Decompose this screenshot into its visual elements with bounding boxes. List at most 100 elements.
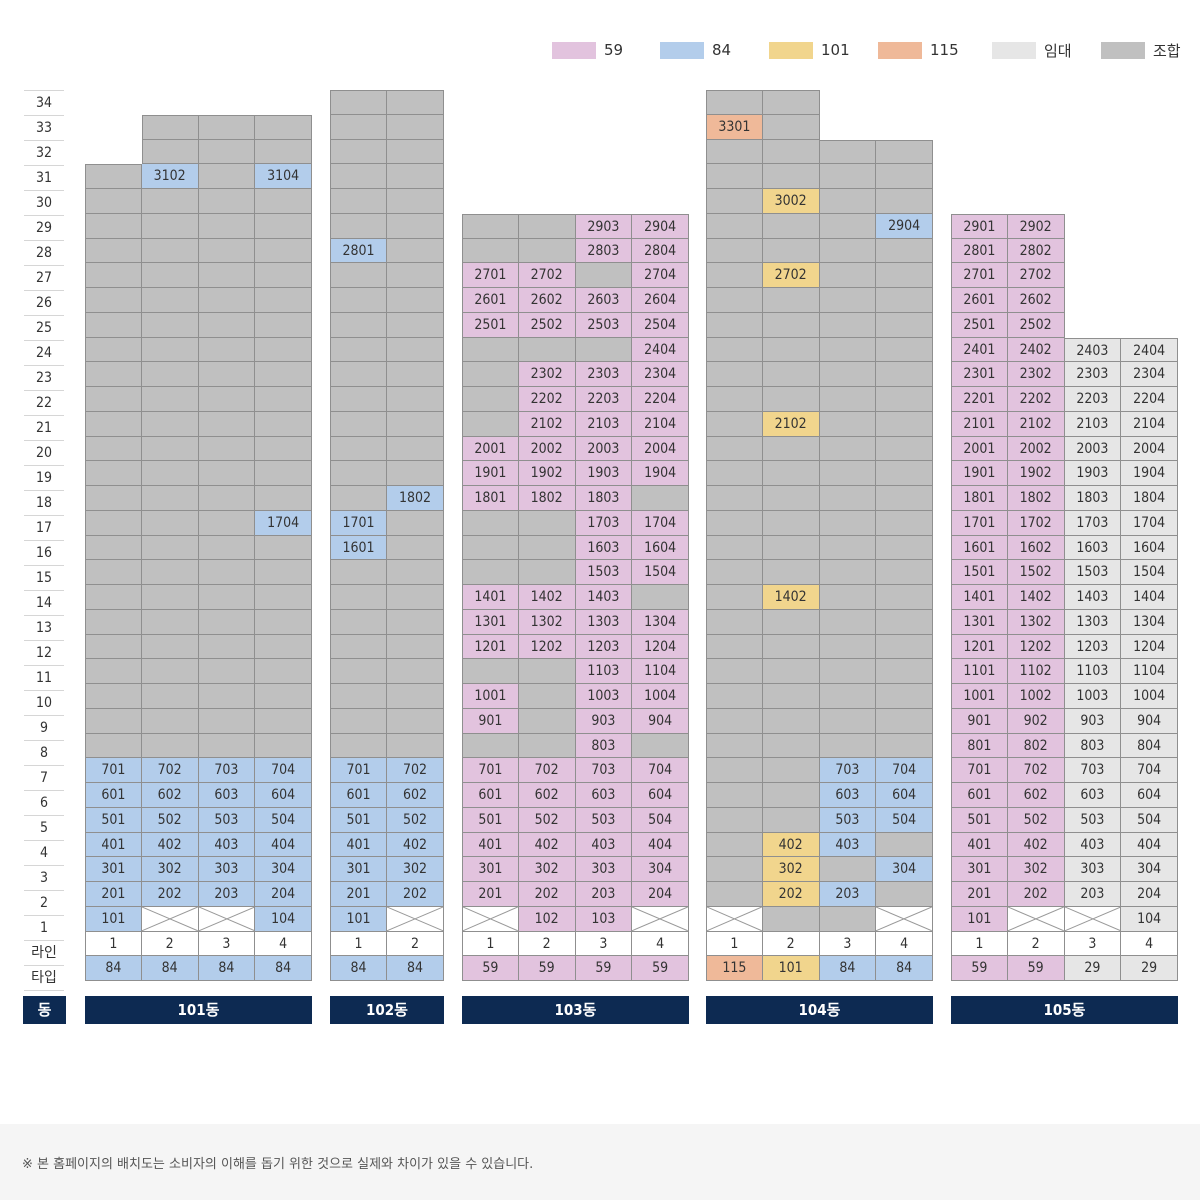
unit-cell[interactable] (85, 263, 142, 288)
unit-cell[interactable]: 2302 (518, 362, 576, 387)
unit-cell[interactable]: 403 (575, 832, 633, 858)
unit-cell[interactable] (255, 288, 312, 313)
unit-cell[interactable] (141, 189, 199, 214)
unit-cell[interactable] (198, 560, 256, 585)
unit-cell[interactable] (819, 684, 877, 709)
unit-cell[interactable]: 2002 (518, 436, 576, 462)
unit-cell[interactable]: 2204 (632, 387, 689, 412)
unit-cell[interactable] (330, 684, 387, 709)
unit-cell[interactable]: 1701 (330, 510, 387, 536)
unit-cell[interactable] (255, 560, 312, 585)
unit-cell[interactable] (518, 535, 576, 561)
unit-cell[interactable]: 2001 (462, 436, 519, 462)
unit-cell[interactable]: 304 (1121, 857, 1178, 882)
unit-cell[interactable] (198, 288, 256, 313)
unit-cell[interactable] (462, 213, 519, 239)
unit-cell[interactable] (141, 213, 199, 239)
unit-cell[interactable] (387, 708, 444, 734)
unit-cell[interactable] (819, 857, 877, 882)
unit-cell[interactable]: 202 (387, 882, 444, 907)
unit-cell[interactable]: 1702 (1007, 510, 1065, 536)
unit-cell[interactable]: 1804 (1121, 486, 1178, 511)
unit-cell[interactable] (387, 337, 444, 363)
unit-cell[interactable] (85, 733, 142, 759)
unit-cell[interactable]: 503 (1064, 807, 1122, 833)
unit-cell[interactable] (706, 387, 763, 412)
unit-cell[interactable]: 2901 (951, 213, 1008, 239)
unit-cell[interactable] (387, 362, 444, 387)
unit-cell[interactable]: 3301 (706, 114, 763, 140)
unit-cell[interactable] (330, 263, 387, 288)
unit-cell[interactable]: 603 (198, 783, 256, 808)
unit-cell[interactable] (876, 362, 933, 387)
unit-cell[interactable]: 901 (462, 708, 519, 734)
unit-cell[interactable] (876, 238, 933, 264)
unit-cell[interactable] (330, 213, 387, 239)
unit-cell[interactable]: 2704 (632, 263, 689, 288)
unit-cell[interactable]: 303 (575, 857, 633, 882)
unit-cell[interactable]: 203 (1064, 882, 1122, 907)
unit-cell[interactable]: 2304 (632, 362, 689, 387)
unit-cell[interactable]: 1001 (462, 684, 519, 709)
unit-cell[interactable]: 304 (876, 857, 933, 882)
unit-cell[interactable] (706, 535, 763, 561)
unit-cell[interactable]: 802 (1007, 733, 1065, 759)
unit-cell[interactable]: 2404 (1121, 337, 1178, 363)
unit-cell[interactable] (876, 189, 933, 214)
unit-cell[interactable] (762, 90, 820, 115)
unit-cell[interactable]: 602 (1007, 783, 1065, 808)
unit-cell[interactable] (462, 733, 519, 759)
unit-cell[interactable] (876, 139, 933, 165)
unit-cell[interactable] (819, 906, 877, 932)
unit-cell[interactable]: 2003 (1064, 436, 1122, 462)
unit-cell[interactable] (198, 684, 256, 709)
unit-type-cell[interactable]: 84 (876, 956, 933, 981)
unit-cell[interactable] (706, 708, 763, 734)
unit-cell[interactable]: 803 (575, 733, 633, 759)
unit-cell[interactable] (518, 238, 576, 264)
unit-cell[interactable] (762, 461, 820, 486)
unit-type-cell[interactable]: 84 (141, 956, 199, 981)
unit-cell[interactable] (876, 634, 933, 660)
unit-cell[interactable]: 1003 (575, 684, 633, 709)
unit-cell[interactable] (85, 387, 142, 412)
unit-cell[interactable]: 302 (762, 857, 820, 882)
unit-type-cell[interactable]: 84 (198, 956, 256, 981)
unit-cell[interactable] (819, 510, 877, 536)
unit-cell[interactable] (198, 164, 256, 189)
unit-cell[interactable] (255, 486, 312, 511)
unit-cell[interactable] (330, 312, 387, 338)
unit-cell[interactable] (819, 312, 877, 338)
unit-cell[interactable]: 604 (255, 783, 312, 808)
unit-cell[interactable] (141, 733, 199, 759)
unit-cell[interactable] (762, 609, 820, 635)
unit-cell[interactable]: 2903 (575, 213, 633, 239)
unit-cell[interactable]: 2103 (1064, 411, 1122, 437)
unit-cell[interactable]: 1303 (575, 609, 633, 635)
unit-cell[interactable] (85, 486, 142, 511)
unit-cell[interactable] (85, 189, 142, 214)
unit-cell[interactable] (141, 535, 199, 561)
unit-cell[interactable] (462, 238, 519, 264)
unit-cell[interactable]: 701 (330, 758, 387, 783)
unit-cell[interactable]: 601 (330, 783, 387, 808)
unit-cell[interactable] (330, 436, 387, 462)
unit-cell[interactable] (819, 708, 877, 734)
unit-cell[interactable] (85, 510, 142, 536)
unit-cell[interactable] (387, 585, 444, 610)
unit-cell[interactable] (198, 733, 256, 759)
unit-cell[interactable] (706, 213, 763, 239)
unit-cell[interactable]: 1401 (462, 585, 519, 610)
unit-cell[interactable] (330, 337, 387, 363)
unit-cell[interactable] (706, 263, 763, 288)
unit-cell[interactable] (85, 585, 142, 610)
unit-cell[interactable]: 1302 (518, 609, 576, 635)
unit-cell[interactable]: 903 (575, 708, 633, 734)
unit-cell[interactable]: 503 (819, 807, 877, 833)
unit-cell[interactable]: 204 (632, 882, 689, 907)
unit-cell[interactable] (706, 733, 763, 759)
unit-cell[interactable]: 101 (330, 906, 387, 932)
unit-cell[interactable] (762, 238, 820, 264)
unit-cell[interactable]: 202 (762, 882, 820, 907)
unit-cell[interactable]: 104 (255, 906, 312, 932)
